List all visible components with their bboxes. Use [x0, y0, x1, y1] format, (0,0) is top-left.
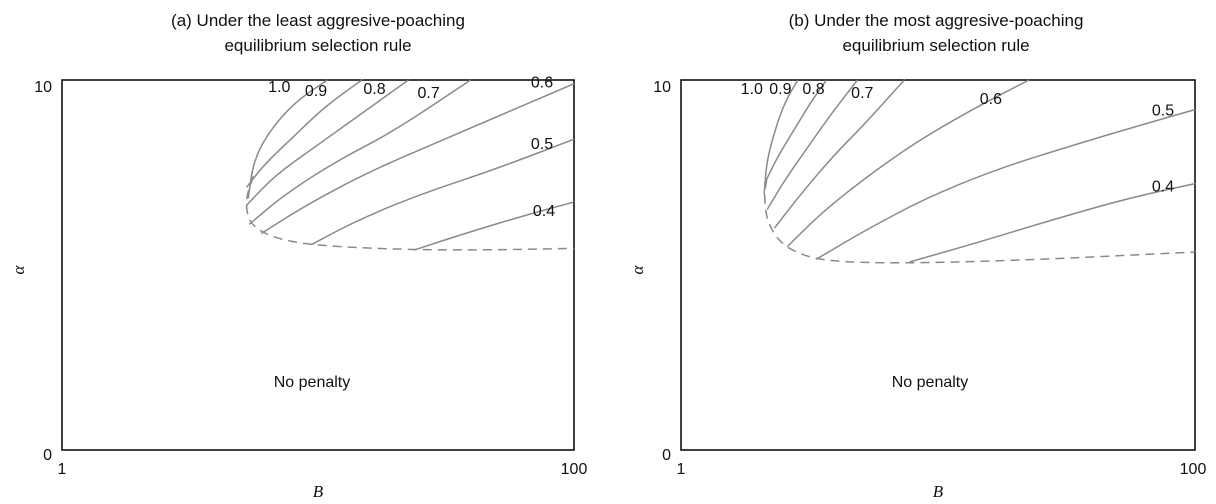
panel-b-contour-0.9 [763, 79, 828, 184]
panel-b-boundary-curve [764, 179, 1196, 264]
panel-b-x-tick-right: 100 [1180, 461, 1207, 478]
panel-a-y-tick-top: 10 [34, 79, 52, 96]
panel-b-region-label: No penalty [892, 374, 969, 391]
panel-a-title-line-2: equilibrium selection rule [224, 36, 411, 55]
panel-b-contour-0.4 [909, 182, 1196, 263]
panel-b-y-tick-top: 10 [653, 79, 671, 96]
panel-b-y-axis-label: α [628, 264, 647, 274]
panel-b-x-tick-left: 1 [677, 461, 686, 478]
panel-b-contour-label-0.8: 0.8 [802, 81, 824, 98]
panel-a-y-tick-bottom: 0 [43, 447, 52, 464]
panel-a-contour-0.4 [413, 201, 575, 251]
panel-a-region-label: No penalty [274, 374, 351, 391]
panel-a-contour-0.5 [310, 138, 575, 246]
panel-b-title-line-1: (b) Under the most aggresive-poaching [789, 11, 1084, 30]
panel-a-contour-label-0.6: 0.6 [531, 75, 553, 92]
panel-a-contour-label-1.0: 1.0 [268, 79, 290, 96]
panel-b-contour-0.6 [786, 79, 1030, 248]
panel-b-contour-0.7 [773, 79, 906, 229]
panel-a-plot-frame [61, 79, 575, 451]
panel-a-y-axis-label: α [9, 264, 28, 274]
panel-b-plot-frame [680, 79, 1196, 451]
panel-a-x-tick-left: 1 [58, 461, 67, 478]
panel-a-contour-label-0.4: 0.4 [533, 203, 555, 220]
panel-b-contour-label-0.5: 0.5 [1152, 103, 1174, 120]
panel-a-contour-label-0.8: 0.8 [363, 81, 385, 98]
panel-b-contour-label-1.0: 1.0 [741, 81, 763, 98]
panel-a-contour-label-0.9: 0.9 [305, 83, 327, 100]
panel-b-contour-label-0.7: 0.7 [851, 85, 873, 102]
panel-b-contour-0.8 [766, 79, 859, 210]
panel-a-contour-0.8 [245, 79, 409, 207]
panel-b-curves: 1.0 0.9 0.8 0.7 0.6 0.5 0.4 [741, 79, 1196, 264]
panel-a-contour-0.6 [260, 82, 575, 235]
panel-b-x-axis-label: B [933, 482, 944, 501]
panel-b-y-tick-bottom: 0 [662, 447, 671, 464]
panel-b-title-line-2: equilibrium selection rule [842, 36, 1029, 55]
panel-a-contour-0.9 [246, 79, 363, 188]
panel-a-contour-0.7 [248, 79, 472, 225]
panel-a-contour-label-0.7: 0.7 [417, 85, 439, 102]
panel-b-contour-label-0.6: 0.6 [980, 91, 1002, 108]
panel-a-x-axis-label: B [313, 482, 324, 501]
panel-a: (a) Under the least aggresive-poaching e… [9, 11, 587, 501]
panel-a-contour-label-0.5: 0.5 [531, 136, 553, 153]
panel-a-title-line-1: (a) Under the least aggresive-poaching [171, 11, 465, 30]
panel-b: (b) Under the most aggresive-poaching eq… [628, 11, 1206, 501]
panel-b-contour-label-0.4: 0.4 [1152, 179, 1174, 196]
panel-b-contour-label-0.9: 0.9 [769, 81, 791, 98]
panel-a-boundary-curve [245, 175, 575, 251]
panel-a-x-tick-right: 100 [561, 461, 588, 478]
panel-b-contour-0.5 [815, 108, 1196, 261]
panel-b-contour-1.0 [763, 79, 799, 195]
panel-a-curves: 1.0 0.9 0.8 0.7 0.6 0.5 0.4 [245, 75, 575, 251]
